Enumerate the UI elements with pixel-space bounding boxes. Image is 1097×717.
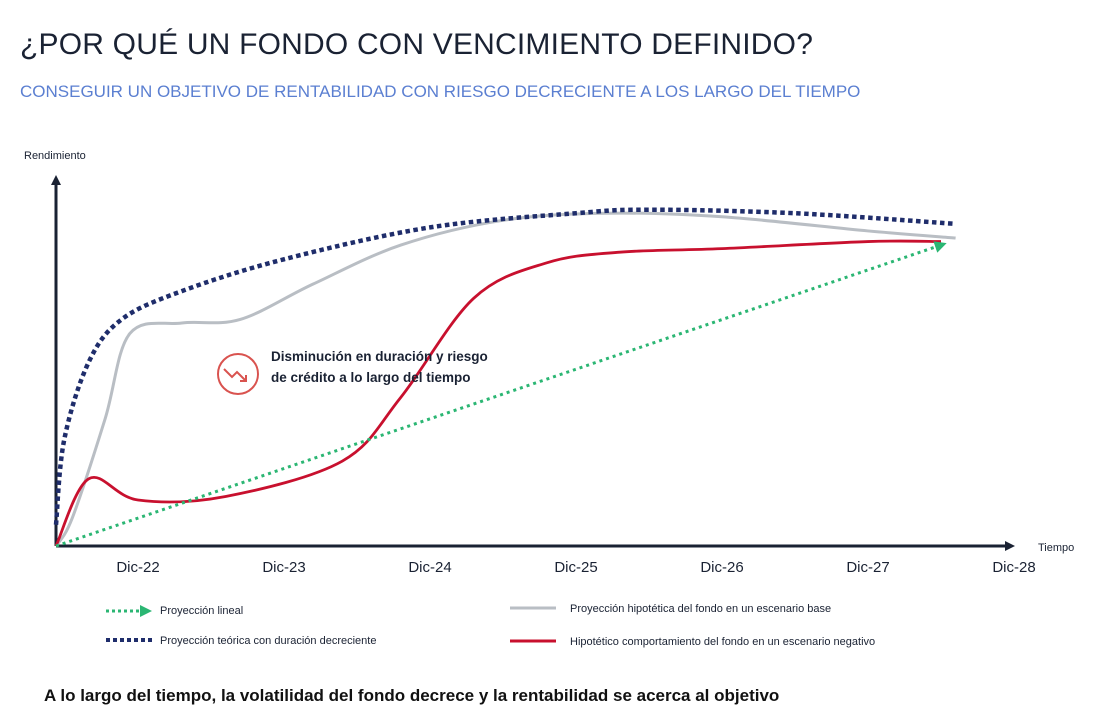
page-subtitle: CONSEGUIR UN OBJETIVO DE RENTABILIDAD CO… [20,82,861,101]
chart-series [53,207,956,548]
x-tick-label: Dic-22 [116,559,159,576]
x-axis-label: Tiempo [1038,542,1074,554]
x-tick-labels: Dic-22 Dic-23 Dic-24 Dic-25 Dic-26 Dic-27 Dic-… [116,559,1035,576]
legend-swatch-base [510,606,556,610]
x-tick-label: Dic-23 [262,559,305,576]
legend-label-base: Proyección hipotética del fondo en un es… [570,603,832,615]
page-title: ¿POR QUÉ UN FONDO CON VENCIMIENTO DEFINI… [20,28,814,61]
legend-swatch-teorica [106,638,154,642]
legend-label-teorica: Proyección teórica con duración decrecie… [160,635,377,647]
x-tick-label: Dic-27 [846,559,889,576]
series-line-1 [53,207,956,525]
legend-label-lineal: Proyección lineal [160,605,244,617]
trend-down-icon [217,353,259,395]
legend-swatch-negativo [510,639,556,643]
legend-label-negativo: Hipotético comportamiento del fondo en u… [570,636,876,648]
legend-swatch-lineal [106,605,152,617]
series-line-2 [54,211,956,547]
x-tick-label: Dic-24 [408,559,451,576]
y-axis-label: Rendimiento [24,150,86,162]
x-tick-label: Dic-25 [554,559,597,576]
x-tick-label: Dic-26 [700,559,743,576]
annotation-text: Disminución en duración y riesgo de créd… [271,349,488,385]
footer-text: A lo largo del tiempo, la volatilidad de… [44,686,780,705]
series-line-0 [55,241,947,548]
x-tick-label: Dic-28 [992,559,1035,576]
series-line-3 [54,239,942,547]
